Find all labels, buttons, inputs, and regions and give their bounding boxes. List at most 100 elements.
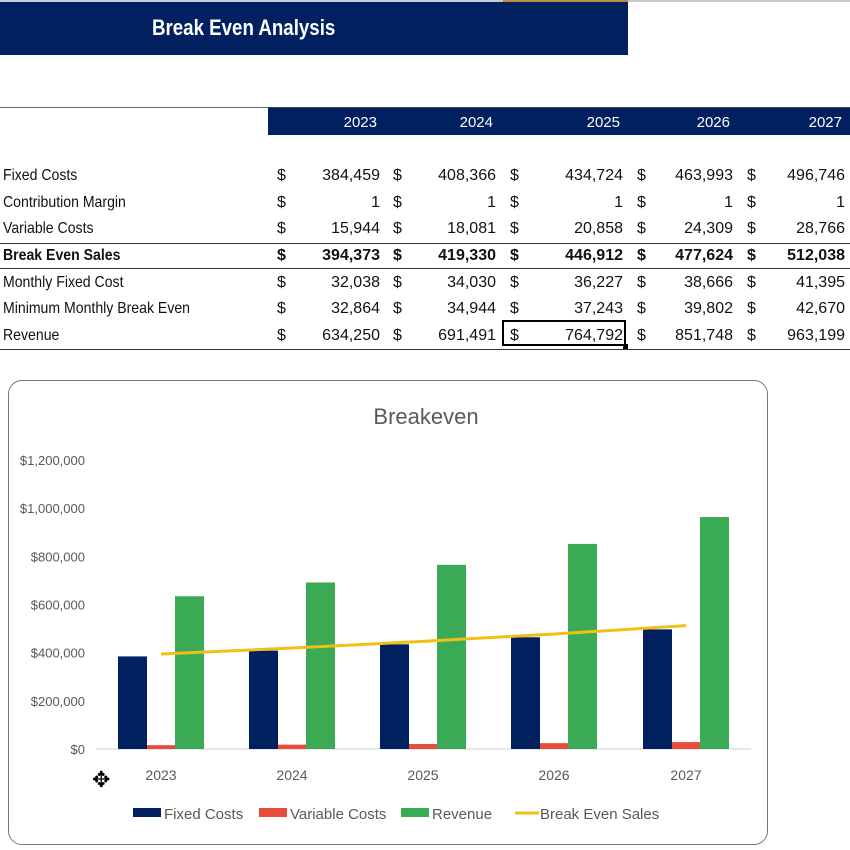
table-cell[interactable]: 1 — [487, 194, 496, 211]
table-cell[interactable]: 634,250 — [322, 327, 380, 344]
page-title: Break Even Analysis — [152, 15, 336, 40]
currency-symbol: $ — [393, 194, 402, 211]
table-cell[interactable]: 496,746 — [787, 167, 845, 184]
table-cell[interactable]: 851,748 — [675, 327, 733, 344]
table-cell[interactable]: 1 — [836, 194, 845, 211]
currency-symbol: $ — [747, 247, 756, 264]
currency-symbol: $ — [510, 274, 519, 291]
y-tick-label: $1,000,000 — [20, 501, 85, 516]
table-cell[interactable]: 34,030 — [447, 274, 496, 291]
table-cell[interactable]: 39,802 — [684, 300, 733, 317]
table-cell[interactable]: 37,243 — [574, 300, 623, 317]
currency-symbol: $ — [637, 194, 646, 211]
table-cell[interactable]: 691,491 — [438, 327, 496, 344]
table-cell[interactable]: 41,395 — [796, 274, 845, 291]
table-cell[interactable]: 42,670 — [796, 300, 845, 317]
year-header: 2026 — [696, 114, 730, 131]
row-label: Minimum Monthly Break Even — [3, 300, 191, 317]
bar-revenue — [306, 582, 335, 749]
table-cell[interactable]: 36,227 — [574, 274, 623, 291]
bar-variable-costs — [540, 743, 569, 749]
year-header: 2023 — [343, 114, 377, 131]
legend-label: Fixed Costs — [164, 806, 243, 823]
table-cell[interactable]: 963,199 — [787, 327, 845, 344]
currency-symbol: $ — [277, 167, 286, 184]
table-cell[interactable]: 1 — [371, 194, 380, 211]
currency-symbol: $ — [637, 327, 646, 344]
row-label: Break Even Sales — [3, 247, 121, 264]
currency-symbol: $ — [747, 194, 756, 211]
table-cell[interactable]: 512,038 — [787, 247, 845, 264]
table-cell[interactable]: 446,912 — [565, 247, 623, 264]
bar-revenue — [568, 543, 597, 749]
row-divider — [0, 268, 850, 269]
table-cell[interactable]: 384,459 — [322, 167, 380, 184]
x-tick-label: 2024 — [276, 767, 307, 783]
y-tick-label: $400,000 — [31, 646, 85, 661]
table-cell[interactable]: 394,373 — [322, 247, 380, 264]
bar-revenue — [175, 596, 204, 749]
table-cell[interactable]: 32,038 — [331, 274, 380, 291]
currency-symbol: $ — [277, 247, 286, 264]
year-header: 2027 — [808, 114, 842, 131]
legend-swatch — [133, 808, 161, 817]
bar-fixed-costs — [249, 650, 278, 749]
currency-symbol: $ — [510, 247, 519, 264]
table-cell[interactable]: 463,993 — [675, 167, 733, 184]
chart-title: Breakeven — [373, 404, 478, 429]
y-tick-label: $800,000 — [31, 549, 85, 564]
bar-variable-costs — [409, 743, 438, 749]
currency-symbol: $ — [747, 327, 756, 344]
table-cell[interactable]: 28,766 — [796, 220, 845, 237]
y-tick-label: $600,000 — [31, 598, 85, 613]
table-cell[interactable]: 419,330 — [438, 247, 496, 264]
legend-label: Variable Costs — [290, 806, 386, 823]
currency-symbol: $ — [747, 300, 756, 317]
currency-symbol: $ — [510, 327, 519, 344]
y-tick-label: $200,000 — [31, 694, 85, 709]
table-row: Monthly Fixed Cost $32,038 $34,030 $36,227 $… — [0, 270, 850, 296]
table-cell[interactable]: 34,944 — [447, 300, 496, 317]
table-cell[interactable]: 20,858 — [574, 220, 623, 237]
fill-handle[interactable] — [623, 344, 628, 349]
x-tick-label: 2027 — [670, 767, 701, 783]
currency-symbol: $ — [637, 247, 646, 264]
table-cell[interactable]: 24,309 — [684, 220, 733, 237]
bar-variable-costs — [672, 742, 701, 749]
row-label: Monthly Fixed Cost — [3, 274, 124, 291]
bar-fixed-costs — [511, 637, 540, 749]
chart-svg: Breakeven $0 $200,000 $400,000 $600,000 $800,… — [20, 404, 751, 823]
table-row: Break Even Sales $394,373 $419,330 $446,912… — [0, 243, 850, 269]
currency-symbol: $ — [277, 274, 286, 291]
currency-symbol: $ — [510, 220, 519, 237]
table-cell[interactable]: 477,624 — [675, 247, 733, 264]
row-divider — [0, 349, 850, 350]
table-cell[interactable]: 764,792 — [565, 327, 623, 344]
table-cell[interactable]: 434,724 — [565, 167, 623, 184]
selected-cell[interactable] — [502, 320, 626, 346]
currency-symbol: $ — [277, 327, 286, 344]
table-cell[interactable]: 38,666 — [684, 274, 733, 291]
table-cell[interactable]: 32,864 — [331, 300, 380, 317]
table-cell[interactable]: 18,081 — [447, 220, 496, 237]
currency-symbol: $ — [510, 300, 519, 317]
currency-symbol: $ — [393, 167, 402, 184]
table-cell[interactable]: 408,366 — [438, 167, 496, 184]
bar-fixed-costs — [643, 629, 672, 749]
table-cell[interactable]: 1 — [614, 194, 623, 211]
breakeven-chart[interactable]: Breakeven $0 $200,000 $400,000 $600,000 $800,… — [8, 380, 768, 845]
currency-symbol: $ — [747, 220, 756, 237]
currency-symbol: $ — [277, 220, 286, 237]
legend-swatch — [401, 808, 429, 817]
row-label: Contribution Margin — [3, 194, 126, 211]
table-row: Fixed Costs $384,459 $408,366 $434,724 $463,… — [0, 163, 850, 189]
table-cell[interactable]: 15,944 — [331, 220, 380, 237]
table-cell[interactable]: 1 — [724, 194, 733, 211]
currency-symbol: $ — [747, 167, 756, 184]
table-row: Variable Costs $15,944 $18,081 $20,858 $24,3… — [0, 216, 850, 242]
row-divider — [0, 243, 850, 244]
row-label: Revenue — [3, 327, 60, 344]
currency-symbol: $ — [393, 300, 402, 317]
currency-symbol: $ — [510, 167, 519, 184]
bar-variable-costs — [147, 745, 176, 749]
